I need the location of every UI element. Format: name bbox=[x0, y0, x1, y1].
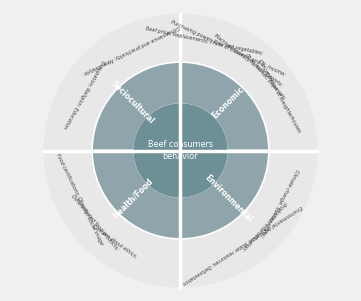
Wedge shape bbox=[92, 62, 180, 150]
Text: Macro-economics factors; Exports;: Macro-economics factors; Exports; bbox=[213, 33, 283, 88]
Text: Purchasing power; Rise of classes C and D; Income;: Purchasing power; Rise of classes C and … bbox=[170, 20, 286, 78]
Text: Environmental legislation; Water resources; Deforestation: Environmental legislation; Water resourc… bbox=[181, 204, 303, 285]
Text: Concern about ethics;: Concern about ethics; bbox=[91, 224, 138, 259]
Wedge shape bbox=[92, 150, 180, 239]
Wedge shape bbox=[180, 62, 269, 150]
Text: Environmental: Environmental bbox=[203, 173, 254, 224]
Text: Concentration of slaughterhouses: Concentration of slaughterhouses bbox=[257, 59, 301, 133]
Text: Occupation; Religion; Education: Occupation; Religion; Education bbox=[61, 59, 105, 129]
Text: Beef price; Replacements; Fruits and vegetables;: Beef price; Replacements; Fruits and veg… bbox=[145, 26, 263, 55]
Text: Convenience and practicality; New lifestyle;: Convenience and practicality; New lifest… bbox=[82, 24, 180, 75]
Wedge shape bbox=[180, 150, 269, 239]
Text: Health/Food: Health/Food bbox=[111, 176, 155, 220]
Text: Sociocultural: Sociocultural bbox=[109, 79, 156, 126]
Text: Differentiated food products;: Differentiated food products; bbox=[70, 194, 119, 251]
Text: Gran market; Expenses;: Gran market; Expenses; bbox=[244, 53, 287, 101]
Text: Beef consumers
behavior: Beef consumers behavior bbox=[148, 140, 213, 161]
Circle shape bbox=[44, 14, 317, 287]
Text: Production intensification;: Production intensification; bbox=[241, 200, 287, 251]
Circle shape bbox=[134, 104, 227, 197]
Text: Climate change; Sustainability;: Climate change; Sustainability; bbox=[260, 169, 300, 238]
Text: Food certifications; Obesity; Social image: Food certifications; Obesity; Social ima… bbox=[55, 153, 104, 246]
Text: Economic: Economic bbox=[210, 85, 246, 121]
